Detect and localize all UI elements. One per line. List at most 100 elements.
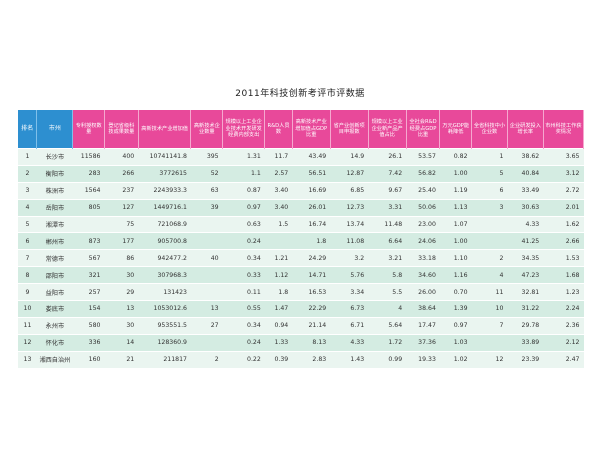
table-row: 10 娄底市 154 13 1053012.6 13 0.55 1.47 22.29 6.73 4 3… bbox=[18, 300, 584, 318]
table-row: 5 湘潭市 75 721068.9 0.63 1.5 16.74 13.74 11.48 23.0… bbox=[18, 215, 584, 233]
value-cell: 0.34 bbox=[222, 316, 265, 335]
value-cell: 567 bbox=[72, 249, 105, 267]
city-cell: 湘潭市 bbox=[36, 215, 73, 233]
value-cell: 4.33 bbox=[507, 215, 544, 233]
value-cell: 13 bbox=[104, 300, 139, 318]
value-cell: 127 bbox=[104, 198, 139, 217]
column-header: 全社会R&D经费占GDP比重 bbox=[406, 110, 441, 149]
column-header: 登记省级科技成果数量 bbox=[104, 110, 139, 149]
value-cell: 52 bbox=[190, 164, 223, 183]
value-cell: 0.97 bbox=[439, 316, 472, 335]
value-cell: 1.43 bbox=[330, 350, 369, 368]
value-cell: 1564 bbox=[72, 181, 105, 200]
value-cell: 13.74 bbox=[330, 215, 369, 233]
value-cell: 10741141.8 bbox=[138, 148, 191, 166]
value-cell: 1.5 bbox=[264, 215, 293, 233]
value-cell: 2.36 bbox=[543, 316, 584, 335]
value-cell: 23.00 bbox=[406, 215, 440, 233]
value-cell: 86 bbox=[104, 249, 139, 267]
value-cell: 942477.2 bbox=[138, 249, 191, 267]
value-cell: 56.82 bbox=[406, 164, 440, 183]
value-cell: 1.8 bbox=[264, 283, 293, 301]
value-cell: 5.5 bbox=[368, 283, 407, 301]
rank-cell: 10 bbox=[18, 300, 37, 318]
value-cell: 2.83 bbox=[292, 350, 331, 368]
table-body: 1 长沙市 11586 400 10741141.8 395 1.31 11.7 43.49 14… bbox=[18, 148, 584, 368]
value-cell: 0.33 bbox=[222, 266, 265, 284]
city-cell: 长沙市 bbox=[36, 148, 73, 166]
value-cell: 3 bbox=[471, 198, 508, 217]
value-cell: 47.23 bbox=[507, 266, 544, 284]
value-cell: 0.82 bbox=[439, 148, 472, 166]
value-cell: 2 bbox=[190, 350, 223, 368]
value-cell: 395 bbox=[190, 148, 223, 166]
value-cell: 0.24 bbox=[222, 232, 265, 250]
value-cell: 17.47 bbox=[406, 316, 440, 335]
value-cell: 14.9 bbox=[330, 148, 369, 166]
value-cell bbox=[72, 215, 105, 233]
value-cell: 13 bbox=[190, 300, 223, 318]
value-cell: 33.89 bbox=[507, 333, 544, 352]
value-cell: 11.48 bbox=[368, 215, 407, 233]
column-header: 市州 bbox=[36, 110, 74, 149]
value-cell: 24.06 bbox=[406, 232, 440, 250]
value-cell: 11.08 bbox=[330, 232, 369, 250]
value-cell bbox=[190, 283, 223, 301]
value-cell: 805 bbox=[72, 198, 105, 217]
value-cell: 177 bbox=[104, 232, 139, 250]
value-cell: 1.00 bbox=[439, 164, 472, 183]
city-cell: 株洲市 bbox=[36, 181, 73, 200]
value-cell bbox=[264, 232, 293, 250]
value-cell: 4 bbox=[368, 300, 407, 318]
table-row: 7 常德市 567 86 942477.2 40 0.34 1.21 24.29 3.2 3.21 3… bbox=[18, 249, 584, 267]
table-row: 6 郴州市 873 177 905700.8 0.24 1.8 11.08 6.64 24.06 1… bbox=[18, 232, 584, 250]
city-cell: 岳阳市 bbox=[36, 198, 73, 217]
value-cell: 1.39 bbox=[439, 300, 472, 318]
column-header: 高新技术产业增加值占GDP比重 bbox=[292, 110, 331, 149]
page-title: 2011年科技创新考评市评数据 bbox=[235, 89, 365, 99]
value-cell: 53.57 bbox=[406, 148, 440, 166]
value-cell: 1.00 bbox=[439, 232, 472, 250]
value-cell: 873 bbox=[72, 232, 105, 250]
value-cell: 16.53 bbox=[292, 283, 331, 301]
value-cell: 56.51 bbox=[292, 164, 331, 183]
value-cell: 38.62 bbox=[507, 148, 544, 166]
value-cell: 38.64 bbox=[406, 300, 440, 318]
table-row: 13 湘西自治州 160 21 211817 2 0.22 0.39 2.83 1.43 0.99 1… bbox=[18, 350, 584, 368]
value-cell: 33.18 bbox=[406, 249, 440, 267]
column-header: 规模以上工业企业技术开发研发经费内部支出 bbox=[222, 110, 266, 149]
value-cell bbox=[190, 333, 223, 352]
value-cell: 0.34 bbox=[222, 249, 265, 267]
value-cell: 30 bbox=[104, 316, 139, 335]
rank-cell: 11 bbox=[18, 316, 37, 335]
value-cell: 32.81 bbox=[507, 283, 544, 301]
value-cell: 5.64 bbox=[368, 316, 407, 335]
column-header: 排名 bbox=[18, 110, 38, 149]
value-cell: 3.40 bbox=[264, 198, 293, 217]
rank-cell: 13 bbox=[18, 350, 37, 368]
rank-cell: 4 bbox=[18, 198, 37, 217]
value-cell: 131423 bbox=[138, 283, 191, 301]
value-cell: 1.53 bbox=[543, 249, 584, 267]
column-header: 规模以上工业企业新产品产值占比 bbox=[368, 110, 407, 149]
value-cell: 1.12 bbox=[264, 266, 293, 284]
value-cell: 34.35 bbox=[507, 249, 544, 267]
value-cell: 9.67 bbox=[368, 181, 407, 200]
value-cell: 6.64 bbox=[368, 232, 407, 250]
value-cell: 41.25 bbox=[507, 232, 544, 250]
value-cell: 0.97 bbox=[222, 198, 265, 217]
city-cell: 湘西自治州 bbox=[36, 350, 73, 368]
value-cell: 21 bbox=[104, 350, 139, 368]
value-cell: 3.40 bbox=[264, 181, 293, 200]
value-cell: 1.62 bbox=[543, 215, 584, 233]
city-cell: 邵阳市 bbox=[36, 266, 73, 284]
column-header: 省产业创新项目申报数 bbox=[330, 110, 369, 149]
value-cell: 30.63 bbox=[507, 198, 544, 217]
value-cell: 40.84 bbox=[507, 164, 544, 183]
value-cell: 237 bbox=[104, 181, 139, 200]
value-cell: 16.69 bbox=[292, 181, 331, 200]
value-cell: 6.85 bbox=[330, 181, 369, 200]
value-cell: 211817 bbox=[138, 350, 191, 368]
table-row: 1 长沙市 11586 400 10741141.8 395 1.31 11.7 43.49 14… bbox=[18, 148, 584, 166]
rank-cell: 9 bbox=[18, 283, 37, 301]
